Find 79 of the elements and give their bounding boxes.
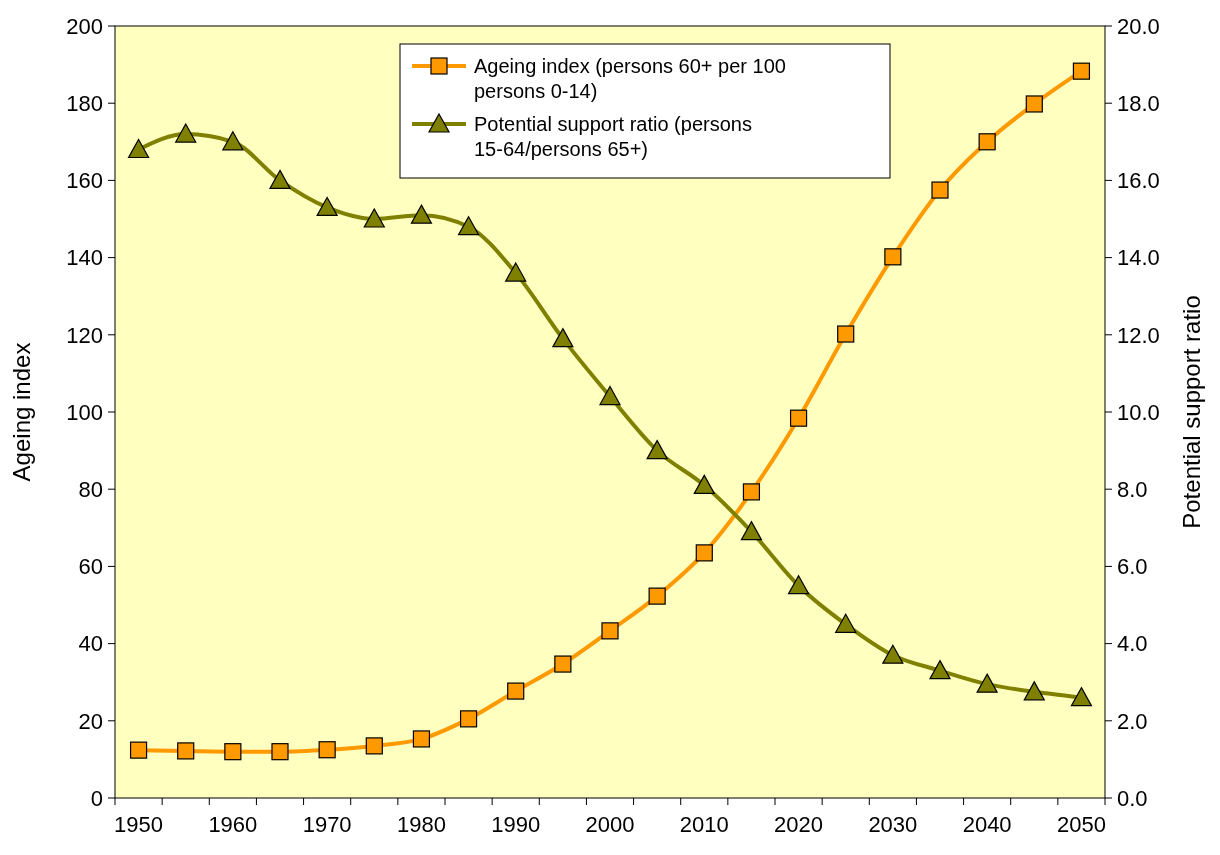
point xyxy=(129,741,148,759)
point xyxy=(884,248,902,266)
x-tick-label: 1980 xyxy=(396,812,446,837)
y-tick-label: 80 xyxy=(78,476,103,502)
x-tick-label: 1970 xyxy=(302,812,352,837)
y-tick-label: 140 xyxy=(66,245,103,271)
point xyxy=(929,660,951,680)
y-tick-label: 60 xyxy=(78,554,103,580)
y2-tick-label: 10.0 xyxy=(1117,399,1160,425)
y-tick-label: 160 xyxy=(66,168,103,194)
point xyxy=(1025,95,1043,113)
point xyxy=(787,575,810,595)
point xyxy=(742,483,761,501)
point xyxy=(269,169,291,189)
y2-tick-label: 0.0 xyxy=(1117,785,1148,811)
legend-label: Potential support ratio (persons 15-64/persons 65+) xyxy=(474,113,752,160)
point xyxy=(410,204,433,224)
y2-tick-label: 14.0 xyxy=(1117,245,1160,271)
y2-tick-label: 4.0 xyxy=(1117,631,1148,657)
point xyxy=(976,673,998,693)
y2-tick-label: 18.0 xyxy=(1117,90,1160,116)
point xyxy=(554,655,572,673)
point xyxy=(646,440,668,460)
point xyxy=(177,742,195,760)
point xyxy=(693,474,715,494)
point xyxy=(365,737,383,755)
y2-tick-label: 16.0 xyxy=(1117,168,1160,194)
x-tick-label: 1950 xyxy=(114,812,164,837)
point xyxy=(127,138,150,159)
y-axis-title: Ageing index xyxy=(8,342,35,482)
x-tick-label: 2030 xyxy=(868,812,918,837)
y2-tick-label: 6.0 xyxy=(1117,554,1148,580)
y-tick-label: 40 xyxy=(78,631,103,657)
x-tick-label: 1960 xyxy=(208,812,258,837)
y-tick-label: 180 xyxy=(66,90,103,116)
point xyxy=(459,710,478,728)
point xyxy=(978,133,996,151)
point xyxy=(316,196,338,217)
point xyxy=(835,613,857,633)
point xyxy=(931,181,949,199)
y-tick-label: 120 xyxy=(66,322,103,348)
point xyxy=(224,743,242,761)
y-tick-label: 100 xyxy=(66,399,103,425)
point xyxy=(1072,62,1091,80)
point xyxy=(175,123,197,143)
point xyxy=(507,682,525,700)
point xyxy=(505,262,527,282)
point xyxy=(837,325,855,343)
point xyxy=(648,587,666,605)
point xyxy=(271,743,289,761)
point xyxy=(882,644,904,664)
point xyxy=(1070,687,1093,707)
point xyxy=(318,741,336,759)
point xyxy=(1023,681,1045,701)
x-tick-label: 1990 xyxy=(491,812,541,837)
point xyxy=(552,328,574,348)
y2-axis-title: Potential support ratio xyxy=(1178,295,1205,529)
point xyxy=(457,216,480,236)
point xyxy=(599,385,621,406)
point xyxy=(789,409,808,427)
point xyxy=(740,521,763,541)
x-tick-label: 2050 xyxy=(1056,812,1106,837)
point xyxy=(412,730,431,748)
y2-tick-label: 12.0 xyxy=(1117,322,1160,348)
point xyxy=(363,208,385,228)
x-tick-label: 2040 xyxy=(962,812,1012,837)
x-tick-label: 2010 xyxy=(679,812,729,837)
legend-label: Ageing index (persons 60+ per 100 persons 0-14) xyxy=(474,55,786,102)
y-tick-label: 20 xyxy=(78,708,103,734)
x-tick-label: 2000 xyxy=(585,812,635,837)
y2-tick-label: 20.0 xyxy=(1117,13,1160,39)
y2-tick-label: 2.0 xyxy=(1117,708,1148,734)
y2-tick-label: 8.0 xyxy=(1117,476,1148,502)
y-tick-label: 200 xyxy=(66,13,103,39)
point xyxy=(222,131,244,151)
point xyxy=(601,622,619,640)
x-tick-label: 2020 xyxy=(774,812,824,837)
y-tick-label: 0 xyxy=(90,785,103,811)
point xyxy=(695,544,713,562)
